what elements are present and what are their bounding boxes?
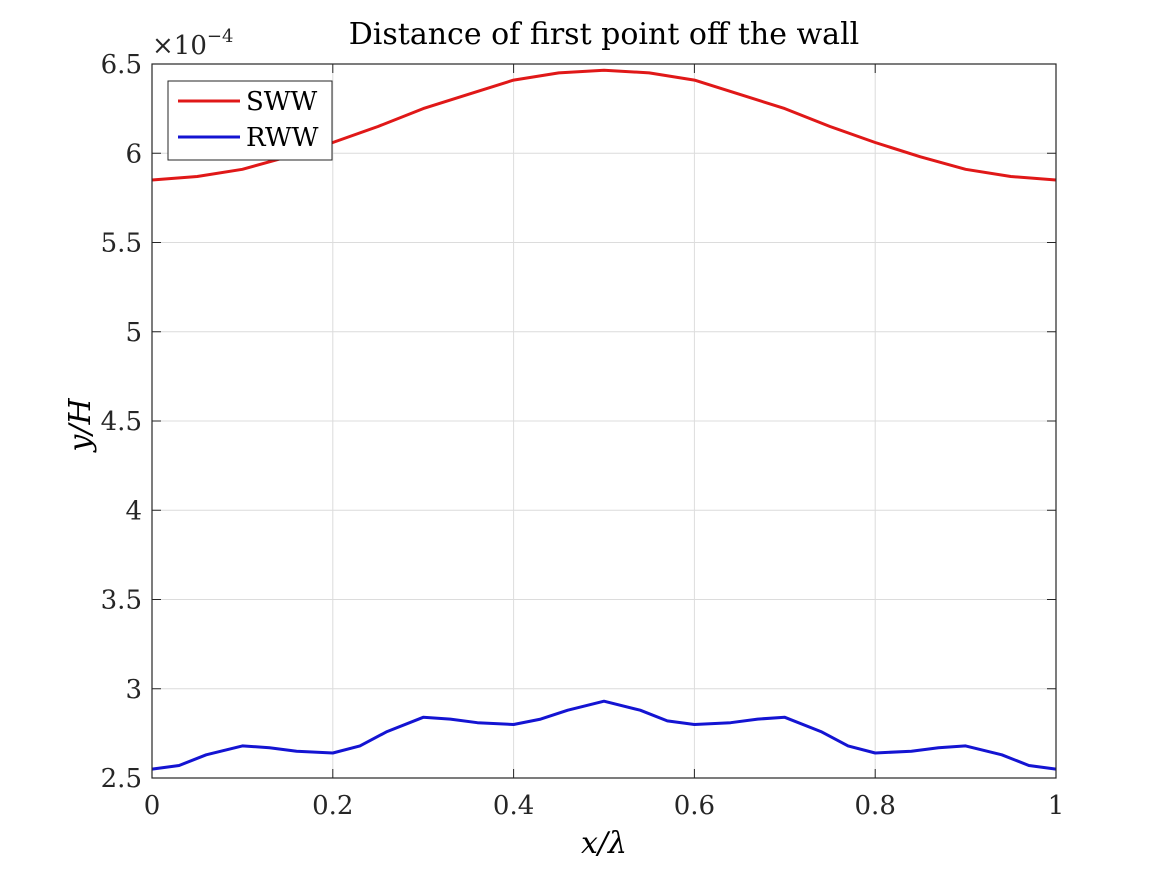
y-axis-exponent: ×10−4 xyxy=(152,26,233,61)
series-line-rww xyxy=(151,699,1057,771)
x-tick-label: 0.6 xyxy=(674,791,715,821)
y-tick-label: 5.5 xyxy=(101,229,142,259)
legend-label-sww: SWW xyxy=(246,87,318,117)
y-tick-label: 6 xyxy=(125,139,142,169)
y-axis-label: y/H xyxy=(63,398,98,454)
legend-label-rww: RWW xyxy=(246,123,319,153)
x-tick-label: 0.8 xyxy=(855,791,896,821)
y-tick-label: 3.5 xyxy=(101,586,142,616)
y-tick-label: 3 xyxy=(125,675,142,705)
x-axis-label: x/λ xyxy=(581,826,627,861)
x-tick-labels: 0 0.2 0.4 0.6 0.8 1 xyxy=(144,791,1065,821)
x-tick-label: 0 xyxy=(144,791,161,821)
y-tick-label: 6.5 xyxy=(101,50,142,80)
y-tick-labels: 2.5 3 3.5 4 4.5 5 5.5 6 6.5 xyxy=(101,50,142,794)
y-tick-label: 2.5 xyxy=(101,764,142,794)
chart-title: Distance of first point off the wall xyxy=(349,17,860,52)
x-tick-label: 1 xyxy=(1048,791,1065,821)
exponent-base: ×10 xyxy=(152,31,207,61)
legend-box xyxy=(167,80,333,161)
y-tick-label: 5 xyxy=(125,318,142,348)
exponent-power: −4 xyxy=(207,26,234,47)
legend: SWW RWW xyxy=(167,80,333,161)
y-tick-label: 4.5 xyxy=(101,407,142,437)
y-tick-label: 4 xyxy=(125,496,142,526)
tick-marks xyxy=(151,63,1057,779)
x-tick-label: 0.2 xyxy=(312,791,353,821)
x-tick-label: 0.4 xyxy=(493,791,534,821)
